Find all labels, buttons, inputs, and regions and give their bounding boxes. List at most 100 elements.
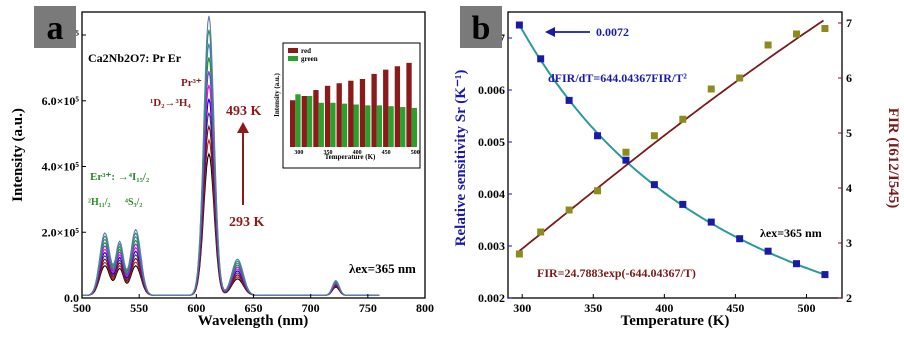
sensitivity-point — [736, 235, 744, 243]
sensitivity-point — [565, 96, 573, 104]
inset-bar-red-473K — [394, 66, 401, 147]
inset-bar-green-353K — [330, 102, 336, 147]
panel-a-spectra — [82, 15, 380, 296]
panel-b-right-tick-label: 5 — [846, 126, 852, 140]
panel-b-x-ticks: 300 350 400 450 500 — [513, 294, 815, 315]
panel-a-y-axis-label: Intensity (a.u.) — [10, 108, 26, 202]
pr-ion-label: Pr³⁺ — [181, 77, 202, 89]
panel-a-x-tick-label: 600 — [187, 301, 205, 315]
inset-legend-green: green — [301, 55, 318, 63]
panel-b-right-ticks: 2 3 4 5 6 7 — [838, 16, 852, 305]
inset-x-tick-label: 500 — [411, 150, 420, 156]
panel-b-x-tick-label: 450 — [726, 301, 744, 315]
sensitivity-point — [764, 247, 772, 255]
inset-bar-red-453K — [383, 69, 389, 147]
panel-b-right-tick-label: 7 — [846, 16, 852, 30]
inset-bar-red-433K — [371, 73, 377, 147]
peak-value-label: 0.0072 — [596, 25, 629, 39]
panel-b-right-axis-label: FIR (I612/I545) — [885, 108, 901, 208]
derivative-equation: dFIR/dT=644.04367FIR/T² — [548, 71, 687, 85]
inset-bars — [290, 62, 417, 147]
fir-point — [707, 85, 715, 93]
inset-legend-swatch-red — [288, 48, 298, 53]
er-transition-label: Er³⁺: →⁴I₁₅/₂ — [90, 171, 150, 183]
panel-b-left-axis-label: Relative sensitivity Sr (K⁻¹) — [453, 70, 469, 247]
fir-point — [736, 74, 744, 82]
inset-x-tick-label: 300 — [294, 150, 303, 156]
inset-legend-red: red — [301, 47, 311, 55]
panel-a-x-tick-label: 800 — [416, 301, 434, 315]
inset-bar-red-373K — [336, 83, 342, 147]
panel-a-x-axis-label: Wavelength (nm) — [198, 313, 308, 329]
sensitivity-point — [793, 260, 801, 268]
panel-b-left-tick-label: 0.004 — [478, 187, 505, 201]
panel-a-y-tick-label: 4.0×10⁵ — [42, 160, 80, 174]
sensitivity-point — [594, 132, 602, 140]
panel-b-x-tick-label: 300 — [513, 301, 531, 315]
panel-a-y-tick-label: 0.0 — [64, 291, 79, 305]
panel-a-y-tick-label: 6.0×10⁵ — [42, 94, 80, 108]
panel-a-excitation-label: λex=365 nm — [349, 261, 416, 276]
inset-bar-green-333K — [318, 102, 324, 147]
inset-x-tick-label: 350 — [323, 150, 332, 156]
panel-b-excitation-label: λex=365 nm — [760, 226, 822, 240]
panel-b-right-tick-label: 6 — [846, 71, 852, 85]
inset-bar-green-473K — [400, 107, 406, 147]
panel-b-points — [515, 21, 829, 279]
inset-x-ticks: 300 350 400 450 500 — [294, 150, 419, 156]
panel-a-y-tick-label: 2.0×10⁵ — [42, 225, 80, 239]
fir-point — [650, 132, 658, 140]
inset-bar-green-393K — [353, 104, 359, 147]
panel-a-x-tick-label: 750 — [359, 301, 377, 315]
fir-point — [679, 115, 687, 123]
panel-b-right-tick-label: 3 — [846, 236, 852, 250]
panel-b-x-tick-label: 400 — [655, 301, 673, 315]
panel-b-left-tick-label: 0.003 — [478, 239, 505, 253]
high-temperature-label: 493 K — [226, 104, 262, 119]
fir-point — [594, 187, 602, 195]
fir-point — [764, 41, 772, 49]
sample-label: Ca2Nb2O7: Pr Er — [88, 51, 182, 65]
er-s-label: ⁴S₃/₂ — [125, 197, 142, 208]
inset-bar-red-393K — [348, 80, 354, 147]
inset-bar-green-433K — [376, 105, 383, 147]
panel-b-right-tick-label: 4 — [846, 181, 852, 195]
sensitivity-point — [650, 181, 658, 189]
fir-point — [821, 25, 829, 32]
peak-value-arrowhead — [545, 27, 555, 37]
inset: 300 350 400 450 500 red green Temperature (K… — [273, 42, 421, 169]
pr-transition-label: ¹D₂→³H₄ — [150, 97, 191, 109]
panel-a-letter-box — [34, 6, 76, 48]
sensitivity-point — [821, 271, 829, 279]
inset-bar-red-313K — [301, 96, 307, 147]
panel-b-left-tick-label: 0.002 — [478, 291, 505, 305]
panel-a: 500 550 600 650 700 750 800 0.0 2.0×10⁵ 4.0×10⁵ 6… — [10, 6, 434, 329]
panel-b-letter-box — [460, 6, 502, 48]
inset-x-tick-label: 450 — [382, 150, 391, 156]
inset-bar-red-413K — [359, 79, 366, 147]
fir-point — [565, 206, 573, 214]
sensitivity-point — [622, 156, 630, 164]
fir-point — [793, 30, 801, 38]
sensitivity-point — [537, 55, 545, 63]
panel-a-letter: a — [47, 10, 64, 47]
er-h-label: ²H₁₁/₂ — [88, 197, 111, 208]
panel-b-right-tick-label: 2 — [846, 291, 852, 305]
panel-b-x-axis-label: Temperature (K) — [621, 313, 730, 329]
inset-bar-red-493K — [406, 62, 412, 147]
inset-bar-red-293K — [290, 100, 296, 147]
inset-x-axis-label: Temperature (K) — [325, 153, 376, 161]
fir-point — [622, 148, 630, 156]
inset-legend-swatch-green — [288, 56, 298, 61]
panel-a-x-tick-label: 550 — [130, 301, 148, 315]
temperature-arrowhead — [237, 122, 249, 133]
sensitivity-point — [515, 21, 523, 29]
panel-b-left-tick-label: 0.006 — [478, 83, 505, 97]
inset-bar-red-353K — [324, 85, 331, 147]
inset-bar-green-313K — [306, 96, 313, 147]
inset-y-axis-label: Intensity (a.u.) — [273, 72, 281, 116]
panel-b-left-tick-label: 0.005 — [478, 135, 505, 149]
inset-bar-green-413K — [365, 105, 371, 147]
